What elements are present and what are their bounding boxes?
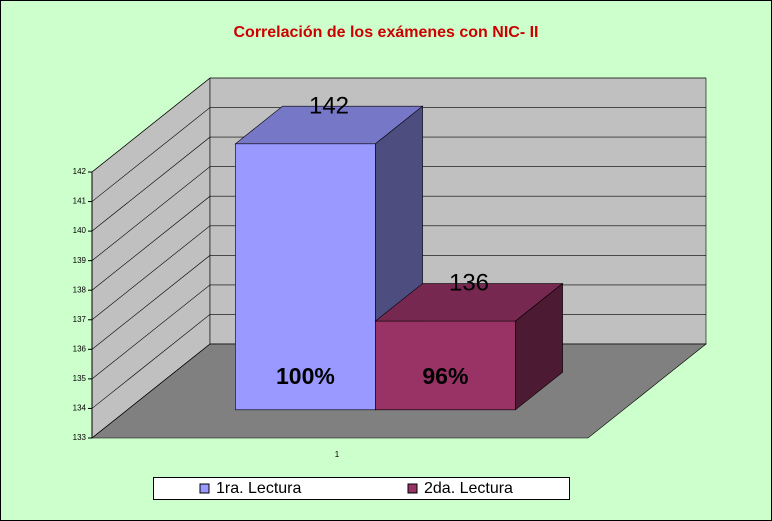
y-tick-label: 138: [73, 285, 87, 294]
y-tick-label: 139: [73, 256, 87, 265]
y-tick-label: 140: [73, 226, 87, 235]
y-tick-label: 142: [73, 167, 87, 176]
data-label: 136: [449, 270, 489, 297]
percent-label: 100%: [276, 363, 335, 389]
data-label: 142: [309, 92, 349, 119]
grid-line: [91, 136, 706, 232]
legend-label: 1ra. Lectura: [216, 480, 301, 497]
chart-title: Correlación de los exámenes con NIC- II: [234, 24, 539, 41]
y-tick-label: 136: [73, 344, 87, 353]
y-tick-label: 137: [73, 315, 87, 324]
legend-swatch: [199, 483, 210, 494]
legend-swatch: [407, 483, 418, 494]
y-tick-label: 135: [73, 374, 87, 383]
grid-line: [91, 166, 706, 261]
grid-line: [91, 195, 706, 291]
y-tick-label: 141: [73, 197, 87, 206]
grid-line: [91, 107, 706, 202]
grid-line: [91, 225, 706, 321]
bar: [375, 320, 516, 411]
legend-label: 2da. Lectura: [424, 480, 513, 497]
y-tick-label: 133: [73, 433, 87, 442]
x-tick-label: 1: [335, 450, 340, 459]
grid-line: [91, 255, 706, 350]
grid-line: [91, 77, 706, 173]
percent-label: 96%: [422, 363, 468, 389]
legend: [153, 477, 570, 500]
y-tick-label: 134: [73, 404, 87, 413]
